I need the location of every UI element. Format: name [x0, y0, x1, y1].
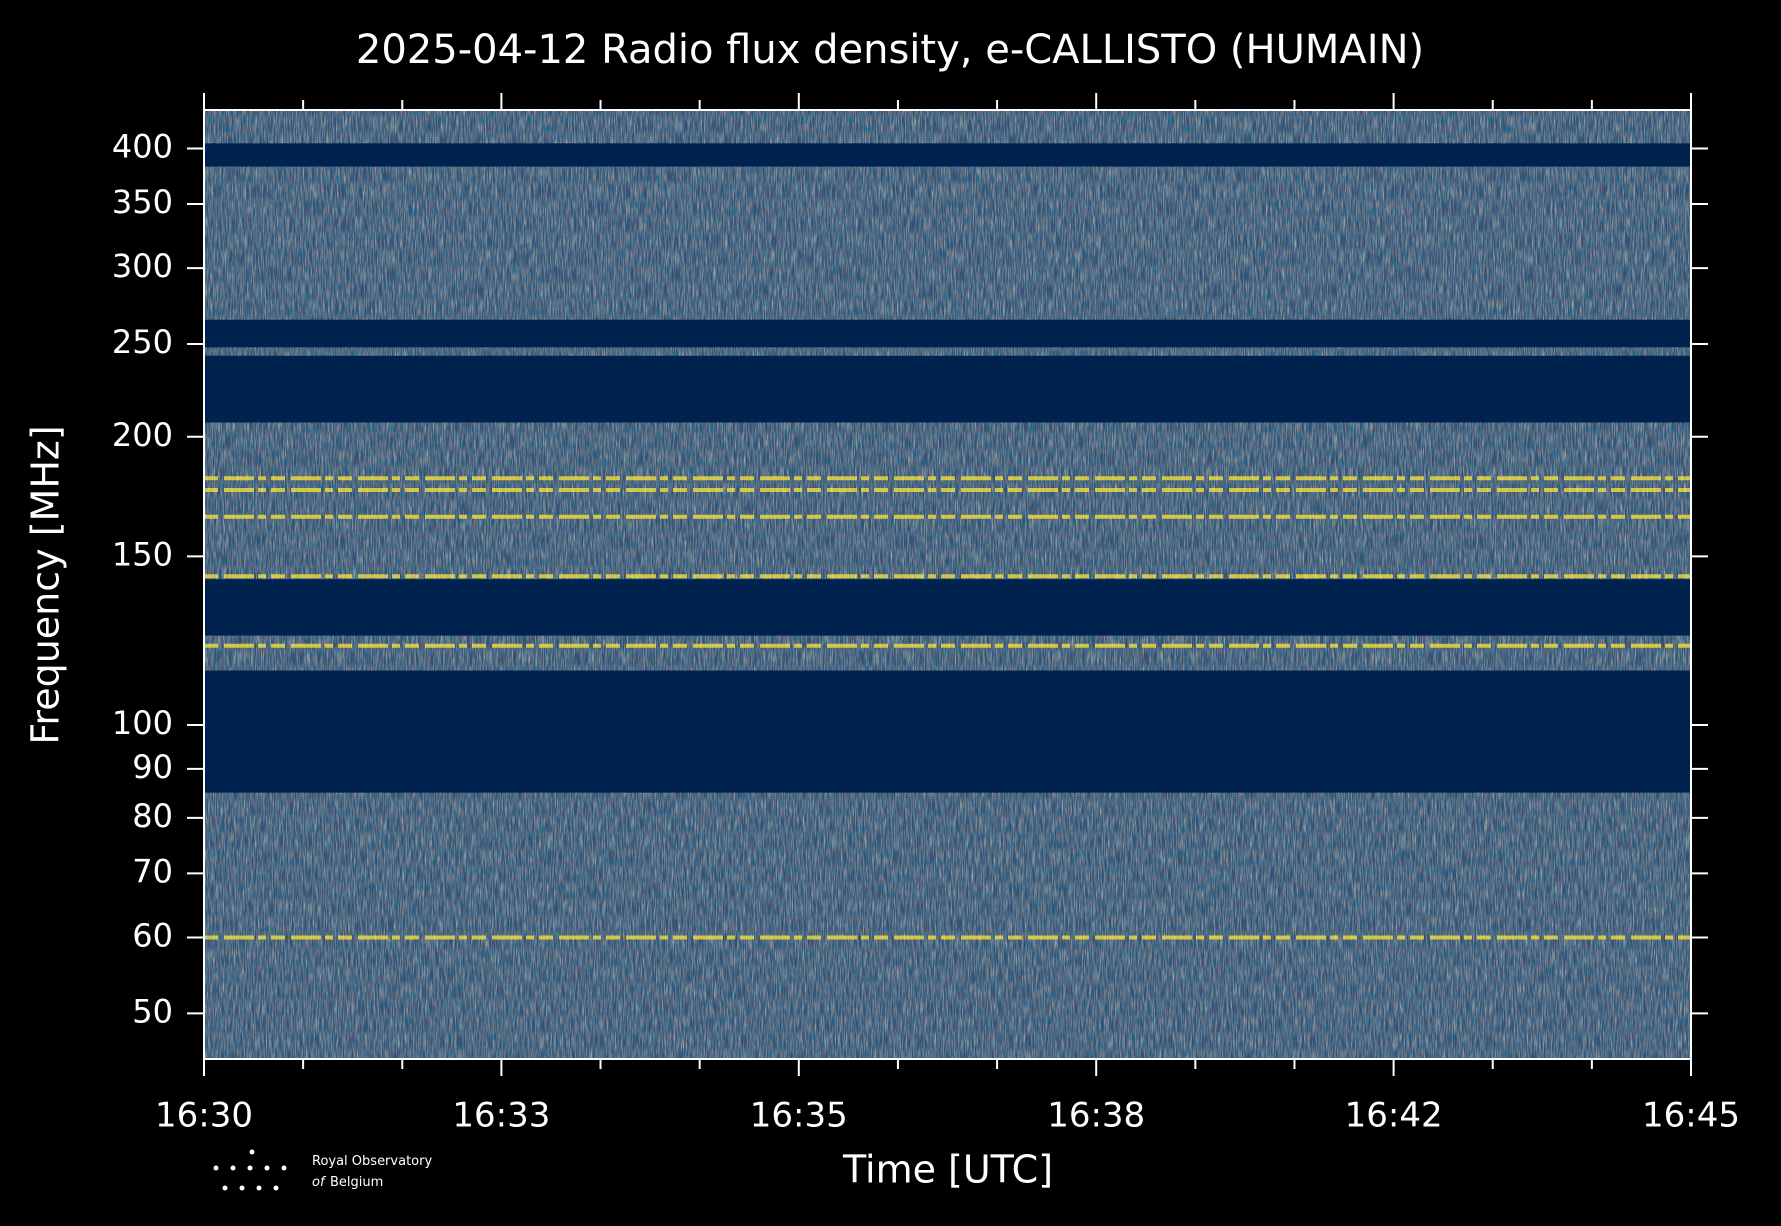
- chart-title: 2025-04-12 Radio flux density, e-CALLIST…: [356, 27, 1424, 73]
- logo-text: Royal Observatory: [312, 1154, 432, 1169]
- y-tick-label: 80: [132, 797, 173, 835]
- y-tick-label: 200: [112, 416, 173, 454]
- y-tick-label: 250: [112, 323, 173, 361]
- y-tick-label: 50: [132, 992, 173, 1030]
- blank-band: [204, 319, 1691, 348]
- x-tick-label: 16:33: [452, 1096, 550, 1136]
- logo-stars: [213, 1149, 287, 1191]
- y-axis-label: Frequency [MHz]: [24, 425, 68, 744]
- x-tick-label: 16:38: [1047, 1096, 1145, 1136]
- y-tick-label: 90: [132, 748, 173, 786]
- y-tick-label: 60: [132, 917, 173, 955]
- y-tick-label: 150: [112, 535, 173, 573]
- x-tick-label: 16:35: [750, 1096, 848, 1136]
- blank-band: [204, 355, 1691, 423]
- blank-band: [204, 579, 1691, 636]
- y-tick-label: 350: [112, 183, 173, 221]
- x-axis-label: Time [UTC]: [842, 1148, 1053, 1192]
- x-tick-label: 16:30: [155, 1096, 253, 1136]
- y-tick-label: 100: [112, 704, 173, 742]
- blank-band: [204, 670, 1691, 793]
- y-tick-label: 70: [132, 852, 173, 890]
- blank-band: [204, 143, 1691, 167]
- plot-area: [204, 110, 1691, 1059]
- y-tick-label: 400: [112, 128, 173, 166]
- logo-text: of: [312, 1175, 327, 1190]
- plot-frame: [203, 109, 1692, 1060]
- y-tick-label: 300: [112, 247, 173, 285]
- x-tick-label: 16:42: [1345, 1096, 1443, 1136]
- x-tick-label: 16:45: [1642, 1096, 1740, 1136]
- logo-text: Belgium: [330, 1175, 383, 1190]
- logo: Royal Observatory of Belgium: [213, 1149, 432, 1191]
